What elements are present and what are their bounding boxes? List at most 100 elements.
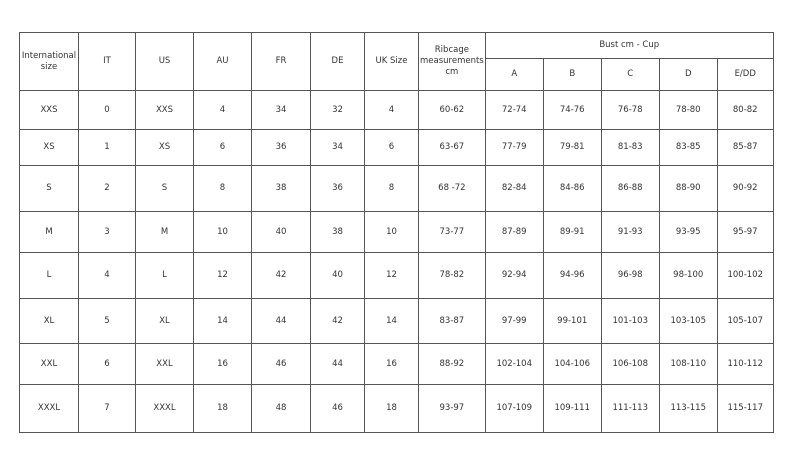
table-cell: 99-101 (542, 298, 602, 344)
header-cup-c: C (600, 58, 660, 91)
table-row: XXS 0 XXS 4 34 32 4 60-62 72-74 74-76 76-78 78-80 80… (19, 90, 774, 130)
table-cell: 78-82 (418, 252, 486, 299)
header-us: US (135, 32, 194, 91)
header-cup-d: D (658, 58, 718, 91)
table-cell: 4 (364, 90, 419, 130)
table-cell: 6 (364, 129, 419, 166)
table-cell: 68 -72 (418, 165, 486, 212)
header-cup-b: B (542, 58, 602, 91)
size-rows: XXS 0 XXS 4 34 32 4 60-62 72-74 74-76 76-78 78-80 80… (19, 90, 774, 433)
table-cell: 93-95 (658, 211, 718, 253)
table-cell: M (135, 211, 194, 253)
table-cell: 87-89 (484, 211, 544, 253)
table-cell: S (19, 165, 79, 212)
table-cell: 77-79 (484, 129, 544, 166)
table-cell: 100-102 (716, 252, 774, 299)
table-cell: 42 (310, 298, 365, 344)
table-cell: 76-78 (600, 90, 660, 130)
table-cell: 44 (251, 298, 311, 344)
table-cell: 107-109 (484, 384, 544, 433)
table-cell: 98-100 (658, 252, 718, 299)
table-cell: 111-113 (600, 384, 660, 433)
header-au: AU (193, 32, 252, 91)
table-cell: 72-74 (484, 90, 544, 130)
table-cell: 88-92 (418, 343, 486, 385)
table-cell: 3 (78, 211, 136, 253)
size-chart-table: International size IT US AU FR DE UK Siz… (19, 32, 774, 433)
table-cell: 44 (310, 343, 365, 385)
table-row: L 4 L 12 42 40 12 78-82 92-94 94-96 96-98 98-100 100… (19, 252, 774, 299)
table-cell: 34 (310, 129, 365, 166)
table-cell: 12 (364, 252, 419, 299)
table-row: XL 5 XL 14 44 42 14 83-87 97-99 99-101 101-103 103-… (19, 298, 774, 344)
table-cell: 6 (193, 129, 252, 166)
table-cell: 18 (193, 384, 252, 433)
table-cell: 14 (364, 298, 419, 344)
table-cell: XXXL (135, 384, 194, 433)
table-cell: 105-107 (716, 298, 774, 344)
table-row: M 3 M 10 40 38 10 73-77 87-89 89-91 91-93 93-95 95-9… (19, 211, 774, 253)
table-cell: L (135, 252, 194, 299)
table-cell: XXL (19, 343, 79, 385)
table-cell: 74-76 (542, 90, 602, 130)
table-cell: S (135, 165, 194, 212)
header-international-size: International size (19, 32, 79, 91)
table-cell: XS (19, 129, 79, 166)
table-cell: 38 (251, 165, 311, 212)
table-cell: 18 (364, 384, 419, 433)
table-cell: 46 (310, 384, 365, 433)
table-cell: 89-91 (542, 211, 602, 253)
table-cell: 8 (364, 165, 419, 212)
table-cell: 85-87 (716, 129, 774, 166)
table-cell: 82-84 (484, 165, 544, 212)
table-cell: 83-85 (658, 129, 718, 166)
table-cell: 10 (193, 211, 252, 253)
table-cell: 4 (78, 252, 136, 299)
table-cell: XXXL (19, 384, 79, 433)
table-cell: 5 (78, 298, 136, 344)
table-cell: 104-106 (542, 343, 602, 385)
table-cell: 34 (251, 90, 311, 130)
table-cell: 2 (78, 165, 136, 212)
table-cell: 92-94 (484, 252, 544, 299)
table-cell: XS (135, 129, 194, 166)
table-cell: 36 (310, 165, 365, 212)
table-cell: 4 (193, 90, 252, 130)
table-cell: 32 (310, 90, 365, 130)
header-cup-e-dd: E/DD (716, 58, 774, 91)
table-cell: 83-87 (418, 298, 486, 344)
table-cell: 6 (78, 343, 136, 385)
table-cell: 14 (193, 298, 252, 344)
table-cell: 113-115 (658, 384, 718, 433)
table-row: S 2 S 8 38 36 8 68 -72 82-84 84-86 86-88 88-90 90-92 (19, 165, 774, 212)
table-cell: M (19, 211, 79, 253)
table-cell: XXS (135, 90, 194, 130)
header-fr: FR (251, 32, 311, 91)
table-cell: 16 (193, 343, 252, 385)
header-ribcage: Ribcage measurements cm (418, 32, 486, 91)
table-cell: 81-83 (600, 129, 660, 166)
table-cell: 78-80 (658, 90, 718, 130)
header-de: DE (310, 32, 365, 91)
table-cell: 90-92 (716, 165, 774, 212)
table-cell: 110-112 (716, 343, 774, 385)
table-row: XXXL 7 XXXL 18 48 46 18 93-97 107-109 109-111 111-… (19, 384, 774, 433)
table-cell: 8 (193, 165, 252, 212)
header-it: IT (78, 32, 136, 91)
table-cell: 115-117 (716, 384, 774, 433)
table-cell: 86-88 (600, 165, 660, 212)
table-cell: 38 (310, 211, 365, 253)
header-cup-a: A (484, 58, 544, 91)
table-cell: 36 (251, 129, 311, 166)
table-cell: 1 (78, 129, 136, 166)
table-cell: 88-90 (658, 165, 718, 212)
table-cell: L (19, 252, 79, 299)
table-row: XS 1 XS 6 36 34 6 63-67 77-79 79-81 81-83 83-85 85-8… (19, 129, 774, 166)
table-cell: XXS (19, 90, 79, 130)
table-cell: 63-67 (418, 129, 486, 166)
table-cell: 94-96 (542, 252, 602, 299)
table-cell: 46 (251, 343, 311, 385)
table-cell: 73-77 (418, 211, 486, 253)
table-cell: 97-99 (484, 298, 544, 344)
table-cell: 108-110 (658, 343, 718, 385)
